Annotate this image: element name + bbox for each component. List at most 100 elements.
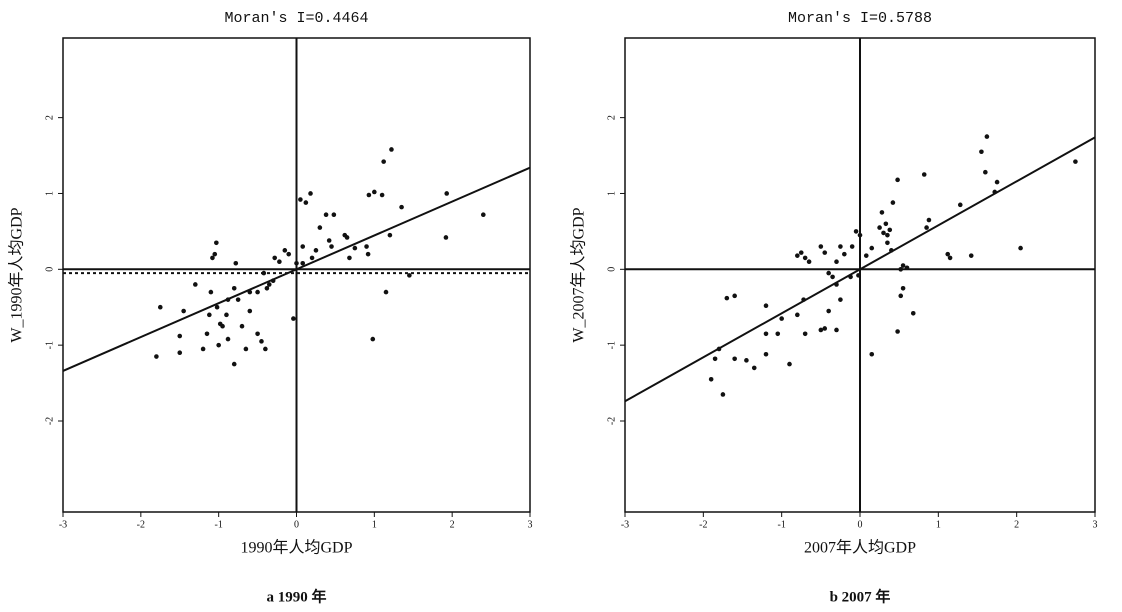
point <box>210 255 215 261</box>
y-tick-label: 0 <box>44 267 55 272</box>
point <box>994 179 1000 185</box>
point <box>352 245 358 251</box>
y-tick-label: -2 <box>44 417 55 425</box>
point <box>818 244 824 249</box>
y-tick-label: 1 <box>44 191 55 196</box>
x-tick-label: -3 <box>59 519 67 530</box>
point <box>200 346 206 352</box>
point <box>181 308 186 314</box>
point <box>924 225 929 230</box>
point <box>830 274 835 280</box>
y-tick-label: -1 <box>606 341 617 349</box>
point <box>331 212 337 218</box>
point <box>881 230 886 236</box>
point <box>853 229 859 234</box>
x-tick-label: 0 <box>294 519 299 530</box>
point <box>300 244 306 249</box>
point <box>444 191 450 196</box>
point <box>255 331 260 337</box>
point <box>270 278 276 283</box>
point <box>732 356 737 362</box>
point <box>364 244 369 249</box>
point <box>204 331 210 337</box>
point <box>300 260 306 266</box>
caption: b 2007 年 <box>830 587 891 605</box>
x-tick-label: -1 <box>214 519 222 530</box>
point <box>898 293 904 299</box>
point <box>309 255 315 261</box>
point <box>154 354 159 359</box>
point <box>303 200 309 205</box>
point <box>724 295 730 301</box>
x-tick-label: -3 <box>621 519 629 530</box>
point <box>887 227 893 233</box>
chart-title: Moran's I=0.4464 <box>224 10 368 27</box>
point <box>370 336 376 342</box>
point <box>231 285 237 291</box>
point <box>900 263 906 268</box>
point <box>347 255 352 261</box>
point <box>261 270 267 276</box>
point <box>379 192 385 198</box>
point <box>1073 159 1078 164</box>
point <box>806 259 812 265</box>
point <box>208 289 214 295</box>
point <box>904 265 910 271</box>
point <box>266 282 272 287</box>
point <box>231 361 237 367</box>
point <box>795 253 800 258</box>
x-tick-label: 2 <box>1014 519 1019 530</box>
point <box>212 251 218 257</box>
point <box>317 225 323 230</box>
point <box>877 225 882 230</box>
point <box>849 244 855 249</box>
point <box>895 329 900 334</box>
point <box>848 274 853 280</box>
chart-title: Moran's I=0.5788 <box>788 10 932 27</box>
point <box>826 308 831 314</box>
y-tick-label: 2 <box>606 115 617 120</box>
point <box>869 351 875 357</box>
point <box>826 270 831 276</box>
x-tick-label: -1 <box>777 519 785 530</box>
point <box>193 282 198 287</box>
point <box>272 255 278 261</box>
point <box>889 248 894 253</box>
y-tick-label: 2 <box>44 115 55 120</box>
point <box>708 376 714 382</box>
point <box>885 240 890 246</box>
point <box>763 331 769 337</box>
y-tick-label: 1 <box>606 191 617 196</box>
point <box>883 221 889 227</box>
point <box>900 285 906 291</box>
point <box>822 326 828 331</box>
point <box>217 321 223 327</box>
point <box>443 235 449 240</box>
fit-line <box>62 166 531 372</box>
point <box>763 303 769 309</box>
point <box>255 289 260 295</box>
point <box>945 251 951 257</box>
point <box>926 217 932 223</box>
point <box>818 327 824 333</box>
fit-line <box>624 136 1096 403</box>
point <box>277 259 282 265</box>
y-tick-label: 0 <box>606 267 617 272</box>
x-tick-label: 1 <box>372 519 377 530</box>
point <box>1018 245 1023 251</box>
point <box>243 346 249 352</box>
point <box>802 255 808 261</box>
point <box>207 312 212 318</box>
point <box>947 255 953 261</box>
point <box>291 316 296 321</box>
point <box>294 260 299 266</box>
point <box>921 172 927 177</box>
point <box>834 282 839 287</box>
point <box>898 267 904 272</box>
point <box>381 159 386 164</box>
point <box>366 192 372 198</box>
point <box>957 202 963 208</box>
point <box>885 232 890 238</box>
point <box>763 351 769 357</box>
